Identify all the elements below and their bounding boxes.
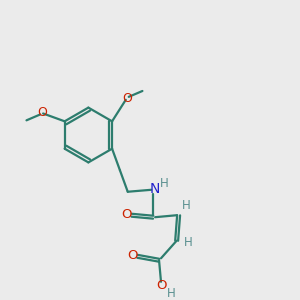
Text: H: H [182, 199, 191, 212]
Text: H: H [184, 236, 193, 249]
Text: N: N [150, 182, 160, 196]
Text: H: H [160, 177, 168, 190]
Text: O: O [128, 249, 138, 262]
Text: O: O [157, 279, 167, 292]
Text: O: O [37, 106, 47, 119]
Text: H: H [167, 287, 175, 300]
Text: O: O [122, 208, 132, 221]
Text: O: O [122, 92, 132, 105]
